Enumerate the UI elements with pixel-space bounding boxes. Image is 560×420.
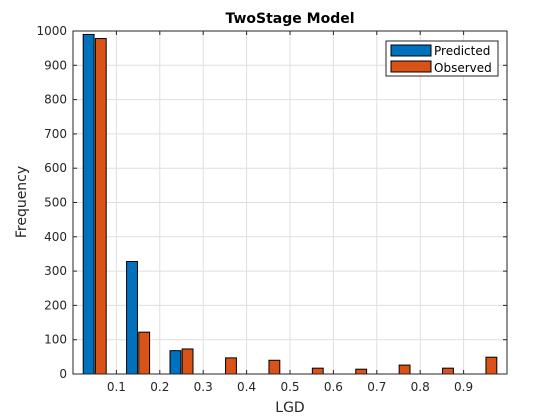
legend-swatch-observed	[390, 60, 432, 73]
y-tick-label: 1000	[36, 24, 67, 38]
bar-observed-9	[485, 356, 498, 375]
y-axis-title: Frequency	[14, 166, 30, 238]
bars	[82, 33, 498, 375]
y-tick-label: 900	[44, 58, 67, 72]
bar-observed-6	[355, 368, 368, 375]
bar-predicted-2	[169, 350, 182, 375]
y-tick-label: 700	[44, 127, 67, 141]
y-tick-label: 200	[44, 298, 67, 312]
x-tick-label: 0.6	[324, 380, 343, 394]
legend-label-predicted: Predicted	[434, 44, 490, 58]
legend: Predicted Observed	[385, 40, 499, 77]
y-tick-label: 0	[59, 367, 67, 381]
x-tick-label: 0.5	[280, 380, 299, 394]
bar-predicted-1	[126, 260, 138, 375]
legend-label-observed: Observed	[434, 61, 492, 75]
bar-observed-5	[311, 367, 324, 375]
chart-title: TwoStage Model	[225, 11, 354, 27]
x-tick-label: 0.4	[237, 380, 256, 394]
y-tick-label: 300	[44, 264, 67, 278]
y-tick-label: 100	[44, 333, 67, 347]
y-tick-label: 600	[44, 161, 67, 175]
x-tick-label: 0.2	[150, 380, 169, 394]
y-tick-label: 500	[44, 196, 67, 210]
bar-observed-4	[268, 359, 281, 375]
bar-observed-0	[94, 38, 107, 375]
bar-predicted-0	[82, 33, 95, 375]
ticks: 0 100 200 300 400 500 600 700 800 900 1000 0.1 0.2 0.…	[36, 24, 507, 394]
y-tick-label: 800	[44, 93, 67, 107]
x-tick-label: 0.1	[107, 380, 126, 394]
x-axis-title: LGD	[275, 400, 304, 416]
x-tick-label: 0.7	[367, 380, 386, 394]
bar-observed-8	[442, 367, 454, 375]
x-tick-label: 0.8	[411, 380, 430, 394]
bar-observed-7	[398, 364, 411, 375]
grid	[73, 30, 507, 375]
bar-observed-1	[138, 331, 151, 375]
x-tick-label: 0.9	[454, 380, 473, 394]
y-tick-label: 400	[44, 230, 67, 244]
legend-swatch-predicted	[390, 44, 432, 57]
bar-observed-2	[181, 348, 194, 375]
x-tick-label: 0.3	[194, 380, 213, 394]
bar-observed-3	[225, 357, 237, 375]
